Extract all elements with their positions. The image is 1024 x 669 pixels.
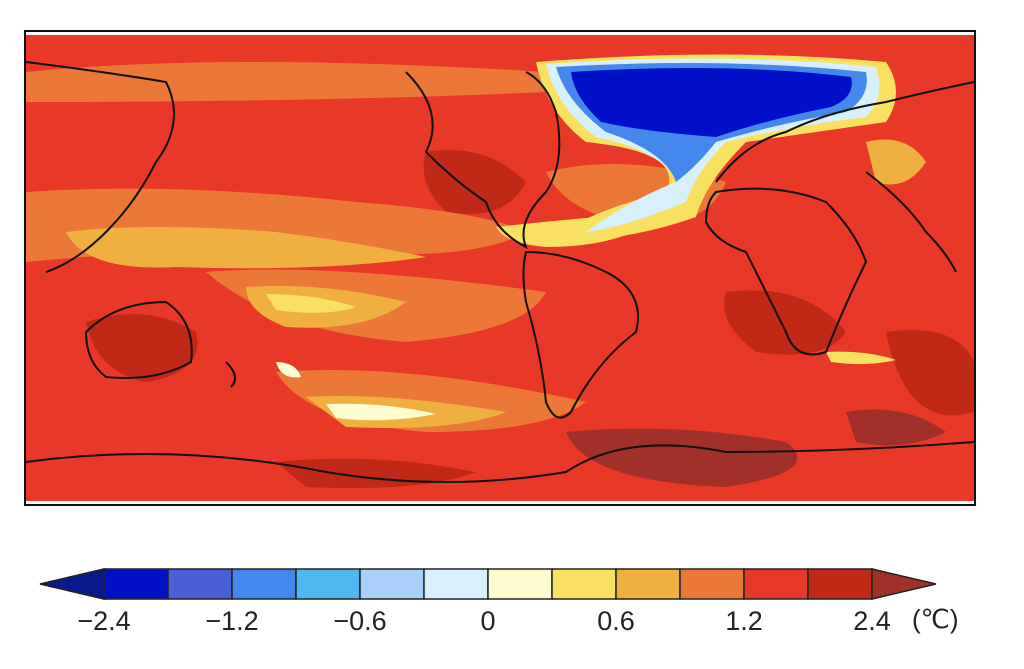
- coastlines: [26, 61, 974, 483]
- colorbar-under-triangle: [39, 568, 105, 600]
- colorbar-swatch: [743, 568, 809, 600]
- colorbar-swatch: [551, 568, 617, 600]
- colorbar-swatch: [359, 568, 425, 600]
- colorbar-over-triangle: [871, 568, 937, 600]
- colorbar-swatch: [423, 568, 489, 600]
- anomaly-patches: [26, 54, 974, 488]
- temperature-anomaly-map: [24, 30, 976, 506]
- colorbar-swatch: [679, 568, 745, 600]
- colorbar-tick-label: −1.2: [205, 606, 259, 636]
- colorbar-swatch: [487, 568, 553, 600]
- colorbar-tick-label: 1.2: [725, 606, 763, 636]
- colorbar-tick-label: 0.6: [597, 606, 635, 636]
- colorbar-swatch: [615, 568, 681, 600]
- colorbar-tick-label: 0: [480, 606, 496, 636]
- colorbar-swatch: [167, 568, 233, 600]
- colorbar-swatch: [807, 568, 873, 600]
- colorbar-swatch: [231, 568, 297, 600]
- colorbar-swatch: [103, 568, 169, 600]
- colorbar-tick-label: −0.6: [333, 606, 387, 636]
- colorbar-tick-label: 2.4: [853, 606, 891, 636]
- colorbar-swatch: [295, 568, 361, 600]
- colorbar-tick-label: −2.4: [77, 606, 131, 636]
- colorbar: [39, 568, 937, 600]
- colorbar-unit-label: (℃): [912, 604, 959, 634]
